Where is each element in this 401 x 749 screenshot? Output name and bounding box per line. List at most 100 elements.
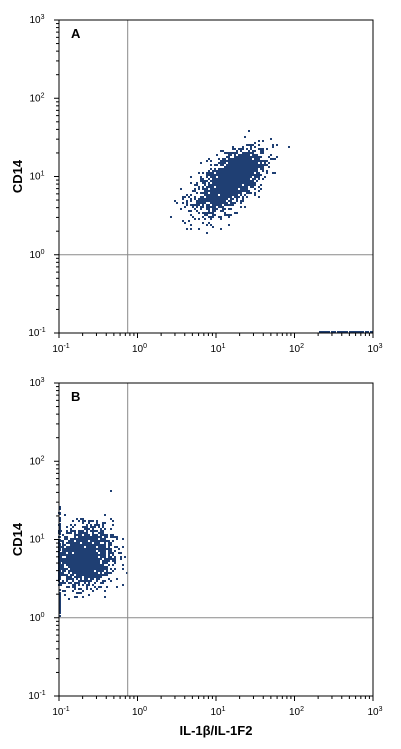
event-dot <box>92 590 94 592</box>
event-dot <box>266 148 268 150</box>
event-dot <box>262 152 264 154</box>
event-dot <box>214 192 216 194</box>
event-dot <box>234 172 236 174</box>
event-dot <box>96 536 98 538</box>
event-dot <box>70 566 72 568</box>
event-dot <box>92 560 94 562</box>
event-dot <box>184 206 186 208</box>
event-dot <box>248 154 250 156</box>
event-dot <box>254 176 256 178</box>
event-dot <box>100 568 102 570</box>
event-dot <box>82 574 84 576</box>
event-dot <box>258 166 260 168</box>
event-dot <box>244 188 246 190</box>
event-dot <box>114 546 116 548</box>
event-dot <box>86 578 88 580</box>
event-dot <box>90 566 92 568</box>
event-dot <box>76 544 78 546</box>
edge-event-dot <box>367 331 369 333</box>
event-dot <box>222 158 224 160</box>
event-dot <box>74 582 76 584</box>
event-dot <box>220 168 222 170</box>
edge-event-dot <box>59 578 61 580</box>
edge-event-dot <box>59 604 61 606</box>
event-dot <box>118 548 120 550</box>
event-dot <box>122 564 124 566</box>
event-dot <box>90 546 92 548</box>
event-dot <box>256 180 258 182</box>
event-dot <box>242 152 244 154</box>
x-tick-label: 102 <box>289 706 304 718</box>
event-dot <box>66 546 68 548</box>
event-dot <box>268 156 270 158</box>
event-dot <box>204 182 206 184</box>
event-dot <box>210 164 212 166</box>
event-dot <box>202 196 204 198</box>
event-dot <box>230 202 232 204</box>
event-dot <box>70 530 72 532</box>
event-dot <box>72 590 74 592</box>
event-dot <box>66 532 68 534</box>
event-dot <box>116 546 118 548</box>
event-dot <box>182 198 184 200</box>
event-dot <box>190 198 192 200</box>
event-dot <box>66 556 68 558</box>
event-dot <box>78 572 80 574</box>
event-dot <box>62 566 64 568</box>
event-dot <box>248 184 250 186</box>
event-dot <box>78 562 80 564</box>
event-dot <box>216 154 218 156</box>
event-dot <box>202 200 204 202</box>
event-dot <box>232 202 234 204</box>
event-dot <box>186 202 188 204</box>
plot-frame <box>58 382 374 697</box>
event-dot <box>206 204 208 206</box>
event-dot <box>236 182 238 184</box>
event-dot <box>208 222 210 224</box>
event-dot <box>240 182 242 184</box>
event-dot <box>222 184 224 186</box>
event-dot <box>254 170 256 172</box>
event-dot <box>212 170 214 172</box>
event-dot <box>104 534 106 536</box>
event-dot <box>78 546 80 548</box>
event-dot <box>226 214 228 216</box>
event-dot <box>212 204 214 206</box>
event-dot <box>224 168 226 170</box>
event-dot <box>88 520 90 522</box>
event-dot <box>68 540 70 542</box>
event-dot <box>104 528 106 530</box>
event-dot <box>108 546 110 548</box>
event-dot <box>88 548 90 550</box>
edge-event-dot <box>59 599 61 601</box>
event-dot <box>74 530 76 532</box>
event-dot <box>64 568 66 570</box>
event-dot <box>222 180 224 182</box>
event-dot <box>78 568 80 570</box>
event-dot <box>96 552 98 554</box>
event-dot <box>224 198 226 200</box>
event-dot <box>78 588 80 590</box>
event-dot <box>216 198 218 200</box>
event-dot <box>90 542 92 544</box>
event-dot <box>96 566 98 568</box>
event-dot <box>204 202 206 204</box>
event-dot <box>94 554 96 556</box>
event-dot <box>210 200 212 202</box>
event-dot <box>208 196 210 198</box>
event-dot <box>250 152 252 154</box>
event-dot <box>228 186 230 188</box>
panel-b: 10-1 100 101 102 103 10-1 100 101 102 103 CD14 IL-1… <box>10 377 383 738</box>
event-dot <box>244 172 246 174</box>
event-dot <box>114 550 116 552</box>
event-dot <box>80 572 82 574</box>
event-dot <box>238 162 240 164</box>
event-dot <box>66 554 68 556</box>
event-dot <box>64 536 66 538</box>
event-dot <box>98 574 100 576</box>
event-dot <box>200 202 202 204</box>
event-dot <box>102 560 104 562</box>
event-dot <box>200 208 202 210</box>
event-dot <box>238 186 240 188</box>
event-dot <box>232 166 234 168</box>
